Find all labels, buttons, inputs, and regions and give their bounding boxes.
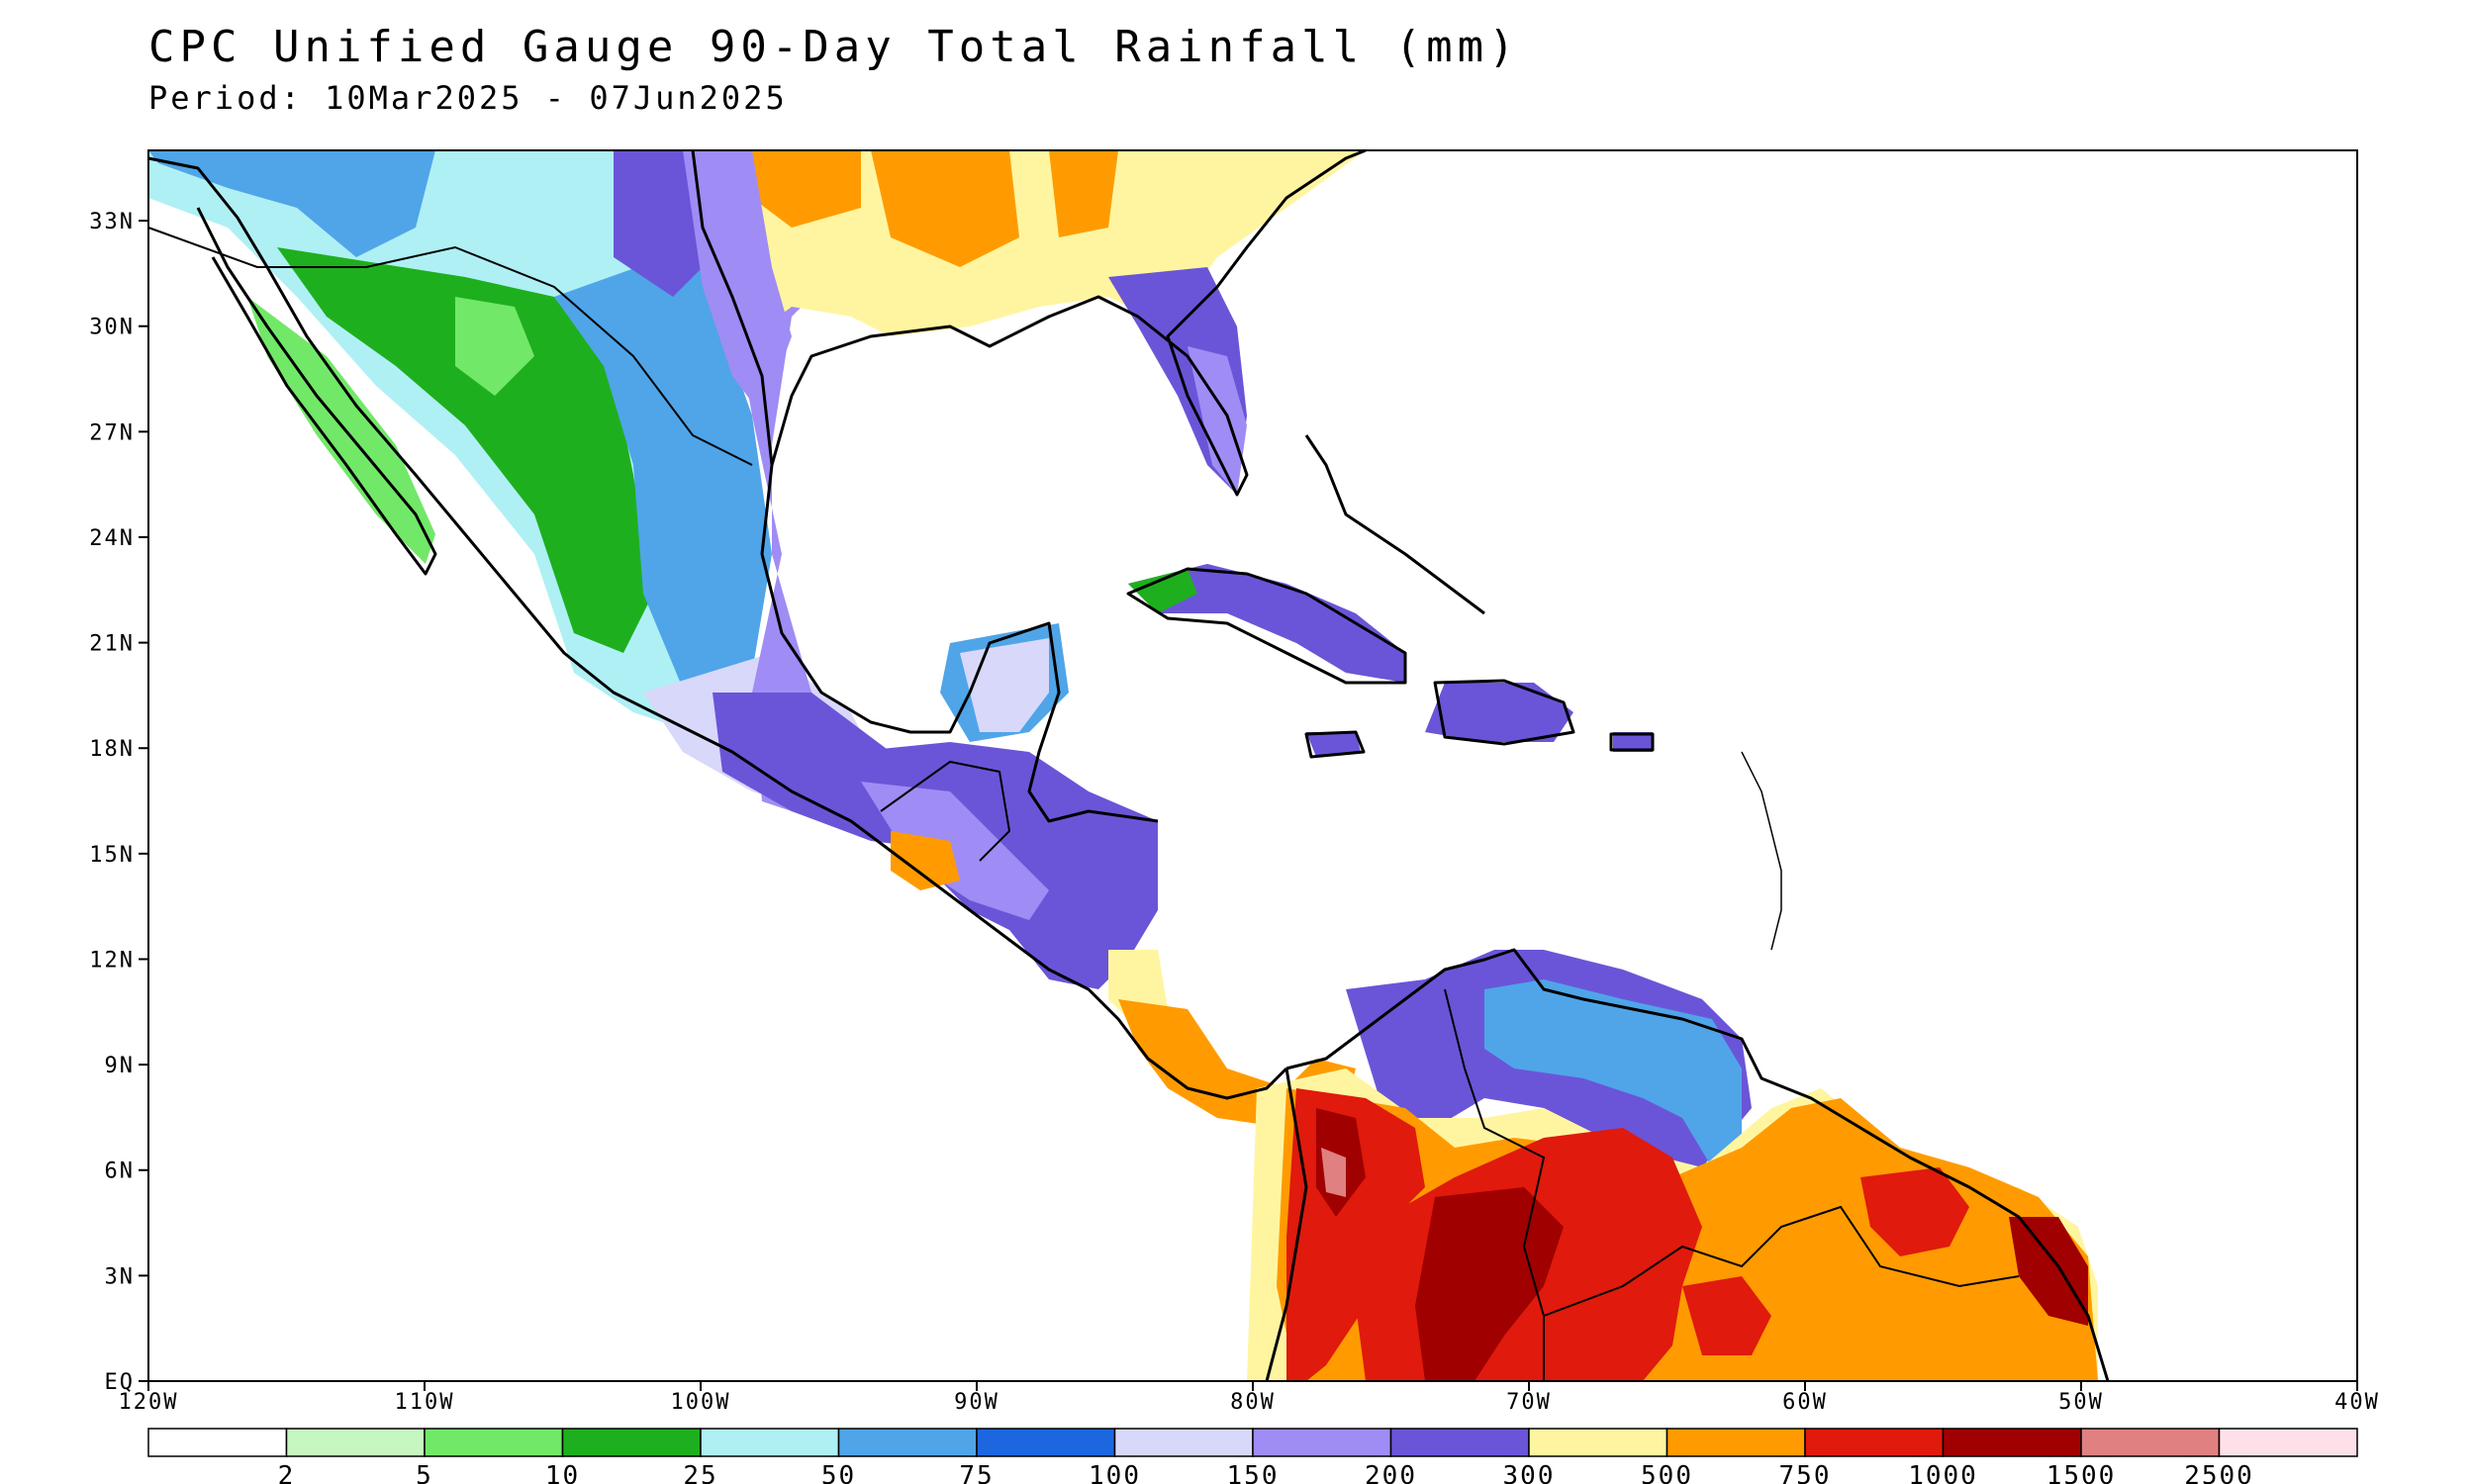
legend-label: 100 — [1089, 1461, 1141, 1484]
lon-tick-label: 60W — [1782, 1390, 1828, 1415]
legend-label: 1500 — [2046, 1461, 2117, 1484]
legend-colorbar: 2 5 10 25 50 75 100 150 200 300 500 750 1000 1500 2500 — [147, 1428, 2358, 1484]
legend-label: 25 — [683, 1461, 717, 1484]
shade-mexico-green — [277, 247, 653, 653]
lon-tick-label: 120W — [119, 1390, 179, 1415]
legend-label: 2 — [278, 1461, 296, 1484]
coast-jamaica — [1304, 730, 1366, 759]
shade-guianas-red — [1860, 1167, 1969, 1256]
shade-sa-red-south — [1682, 1276, 1771, 1355]
legend-swatch — [2218, 1428, 2358, 1457]
lat-tick-label: 3N — [105, 1264, 136, 1289]
shade-central-america-lightpurple — [861, 782, 1049, 920]
coast-hispaniola — [1433, 679, 1575, 746]
lon-tick-label: 40W — [2334, 1390, 2380, 1415]
shade-colombia-pink — [1321, 1148, 1346, 1197]
coast-puerto-rico — [1609, 732, 1655, 752]
lon-tick-label: 90W — [954, 1390, 999, 1415]
lon-tick-label: 70W — [1506, 1390, 1552, 1415]
lat-tick-label: EQ — [105, 1370, 136, 1395]
legend-swatch — [976, 1428, 1116, 1457]
lat-tick-label: 9N — [105, 1054, 136, 1078]
legend-label: 75 — [959, 1461, 994, 1484]
shade-texas-purple — [614, 150, 713, 297]
shade-el-salvador-orange — [891, 831, 960, 890]
coast-cuba — [1126, 567, 1407, 685]
legend-swatch — [1665, 1428, 1806, 1457]
shade-nw-mexico-blue — [148, 150, 435, 257]
legend-label: 500 — [1641, 1461, 1693, 1484]
shade-jamaica-purple — [1306, 732, 1361, 757]
coast-lesser-antilles — [1741, 751, 1782, 951]
coast-bahamas — [1304, 434, 1485, 615]
coast-mexico-pacific — [147, 156, 1288, 1100]
legend-label: 300 — [1503, 1461, 1556, 1484]
lat-tick-label: 30N — [89, 316, 135, 340]
lon-tick-label: 80W — [1230, 1390, 1276, 1415]
latitude-axis: 33N 30N 27N 24N 21N 18N 15N 12N 9N 6N 3N EQ — [89, 210, 148, 1395]
legend-label: 10 — [545, 1461, 580, 1484]
coast-baja — [196, 207, 437, 576]
coast-us-south — [770, 148, 1367, 497]
legend-label: 200 — [1365, 1461, 1417, 1484]
legend-swatch — [424, 1428, 564, 1457]
shade-venezuela-blue — [1484, 979, 1742, 1167]
longitude-axis: 120W 110W 100W 90W 80W 70W 60W 50W 40W — [119, 1381, 2380, 1415]
shade-us-south-orange — [742, 150, 861, 228]
legend-swatch — [837, 1428, 978, 1457]
legend-swatch — [561, 1428, 702, 1457]
shade-hispaniola-purple — [1425, 683, 1573, 742]
legend-swatch — [1113, 1428, 1254, 1457]
coast-south-america-west — [1265, 1067, 1308, 1382]
shade-us-south-orange-3 — [1049, 150, 1118, 237]
shade-florida-lightpurple — [1188, 346, 1247, 495]
rainfall-shading — [148, 150, 2098, 1381]
border-guatemala — [880, 760, 1011, 862]
lat-tick-label: 33N — [89, 210, 135, 234]
lat-tick-label: 27N — [89, 420, 135, 445]
legend-swatch — [285, 1428, 426, 1457]
shade-puerto-rico-purple — [1613, 732, 1653, 752]
lesser-antilles — [1741, 751, 1782, 951]
lon-tick-label: 50W — [2058, 1390, 2104, 1415]
border-us-mexico — [147, 227, 753, 466]
shade-east-mexico-blue — [554, 247, 772, 712]
shade-mexico-lightgreen-patch — [455, 297, 534, 396]
map-title: CPC Unified Gauge 90-Day Total Rainfall … — [148, 22, 1520, 72]
lat-tick-label: 24N — [89, 526, 135, 551]
legend-swatch — [2080, 1428, 2221, 1457]
legend-label: 50 — [821, 1461, 856, 1484]
legend-label: 1000 — [1908, 1461, 1978, 1484]
coastlines — [147, 148, 2110, 1382]
lon-tick-label: 110W — [395, 1390, 455, 1415]
shade-texas-lightpurple — [683, 150, 792, 416]
lat-tick-label: 6N — [105, 1159, 136, 1184]
legend-label: 5 — [416, 1461, 433, 1484]
lat-tick-label: 12N — [89, 948, 135, 973]
legend-label: 750 — [1779, 1461, 1832, 1484]
lat-tick-label: 18N — [89, 737, 135, 762]
lon-tick-label: 100W — [671, 1390, 731, 1415]
country-borders — [147, 227, 2020, 1381]
legend-label: 150 — [1227, 1461, 1280, 1484]
shade-us-south-orange-2 — [871, 150, 1019, 267]
shade-cuba-green — [1128, 569, 1197, 613]
legend-swatch — [700, 1428, 840, 1457]
legend-swatch — [1389, 1428, 1530, 1457]
legend-swatch — [1528, 1428, 1668, 1457]
coast-south-america-north — [1285, 948, 2110, 1382]
period-subtitle: Period: 10Mar2025 - 07Jun2025 — [148, 79, 788, 117]
legend-label: 2500 — [2184, 1461, 2254, 1484]
legend-swatch — [1942, 1428, 2082, 1457]
lat-tick-label: 21N — [89, 632, 135, 657]
shade-amapa-darkred — [2009, 1217, 2088, 1326]
coast-us-gulf — [691, 149, 1159, 823]
border-brazil — [1543, 1205, 2020, 1317]
legend-swatch — [1252, 1428, 1392, 1457]
lat-tick-label: 15N — [89, 843, 135, 868]
legend-swatch — [1804, 1428, 1945, 1457]
legend-swatch — [147, 1428, 288, 1457]
